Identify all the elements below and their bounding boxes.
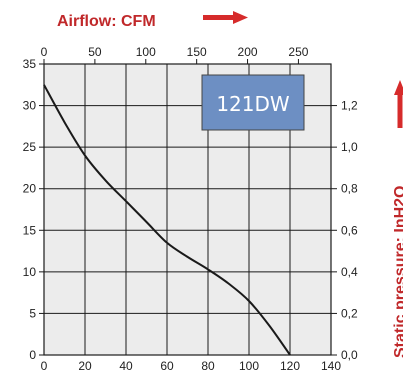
left-tick-label: 15: [23, 223, 37, 237]
bottom-axis: 0 20 40 60 80 100 120 140: [41, 359, 342, 372]
left-tick-label: 10: [23, 265, 37, 279]
right-tick-label: 1,0: [341, 140, 358, 154]
bottom-tick-label: 40: [119, 359, 133, 372]
left-tick-label: 30: [23, 99, 37, 113]
top-tick-label: 250: [288, 45, 308, 59]
right-tick-label: 0,8: [341, 182, 358, 196]
right-axis-title: Static pressure: InH2O: [392, 186, 403, 359]
top-tick-label: 150: [187, 45, 207, 59]
left-tick-label: 0: [29, 348, 36, 362]
series-group: [43, 84, 291, 356]
grid-lines: [44, 64, 331, 355]
bottom-tick-label: 20: [78, 359, 92, 372]
right-tick-label: 1,2: [341, 99, 358, 113]
model-label-box: 121DW: [201, 74, 305, 131]
bottom-tick-label: 100: [239, 359, 259, 372]
top-title-arrow-icon: [203, 11, 248, 24]
top-tick-label: 200: [238, 45, 258, 59]
bottom-tick-label: 140: [321, 359, 341, 372]
top-tick-label: 50: [88, 45, 102, 59]
left-axis: 0 5 10 15 20 25 30 35: [23, 57, 44, 362]
right-tick-label: 0,6: [341, 223, 358, 237]
top-axis-title: Airflow: CFM: [57, 13, 156, 30]
top-tick-label: 100: [136, 45, 156, 59]
bottom-tick-label: 60: [160, 359, 174, 372]
bottom-tick-label: 120: [280, 359, 300, 372]
series-line: [43, 84, 291, 356]
top-tick-label: 0: [41, 45, 48, 59]
bottom-tick-label: 0: [41, 359, 48, 372]
bottom-tick-label: 80: [201, 359, 215, 372]
right-title-arrow-icon: [394, 80, 403, 128]
top-axis: 0 50 100 150 200 250: [41, 45, 309, 64]
left-tick-label: 20: [23, 182, 37, 196]
right-tick-label: 0,0: [341, 348, 358, 362]
right-tick-label: 0,2: [341, 306, 358, 320]
left-tick-label: 35: [23, 57, 37, 71]
left-tick-label: 5: [29, 306, 36, 320]
left-tick-label: 25: [23, 140, 37, 154]
right-tick-label: 0,4: [341, 265, 358, 279]
right-axis: 0,0 0,2 0,4 0,6 0,8 1,0 1,2: [331, 99, 358, 362]
model-label: 121DW: [216, 92, 290, 116]
